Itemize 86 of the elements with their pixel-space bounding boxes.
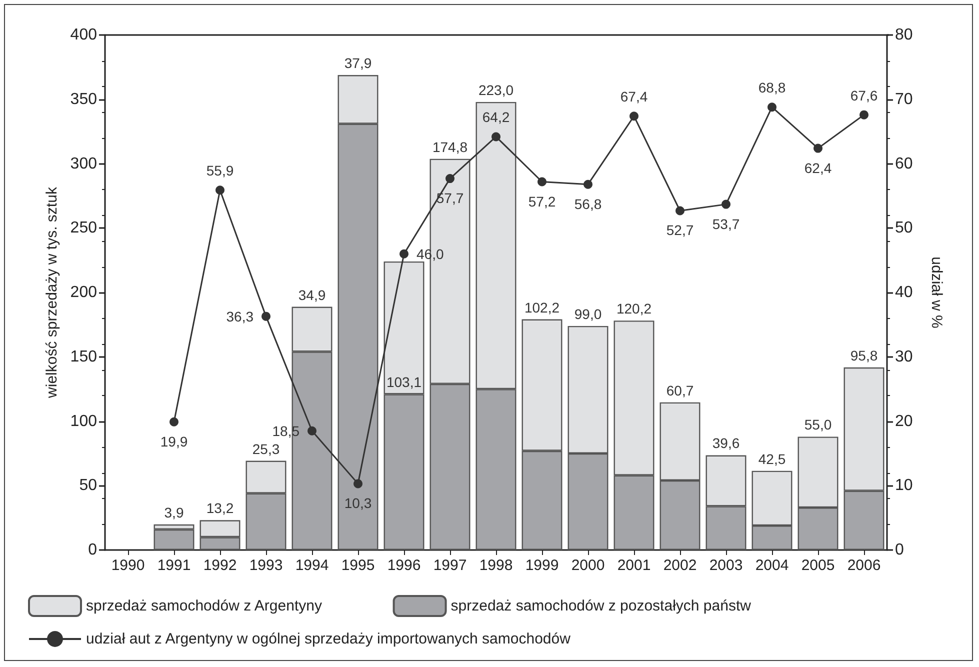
point — [584, 180, 592, 189]
x-tick-label: 1999 — [525, 557, 559, 574]
point — [768, 102, 776, 112]
legend-label: sprzedaż samochodów z Argentyny — [86, 598, 322, 614]
data-label: 103,1 — [386, 374, 422, 390]
x-tick-label: 2005 — [801, 557, 835, 574]
y2-axis-title: udział w % — [928, 256, 945, 328]
point — [400, 249, 408, 258]
data-label: 68,8 — [758, 80, 786, 96]
data-label: 57,2 — [528, 193, 556, 210]
data-label: 95,8 — [850, 347, 878, 364]
point — [216, 186, 224, 195]
x-tick-label: 2003 — [709, 557, 743, 574]
legend-label: udział aut z Argentyny w ogólnej sprzedaży importowanych samochodów — [86, 630, 571, 648]
x-tick-label: 1995 — [341, 557, 375, 574]
data-label: 64,2 — [482, 109, 510, 126]
data-label: 174,8 — [432, 138, 468, 155]
data-label: 53,7 — [712, 216, 740, 232]
y2-tick-label: 10 — [895, 477, 913, 494]
y2-tick-label: 70 — [895, 90, 913, 108]
y-tick-label: 0 — [88, 542, 98, 558]
point — [308, 426, 316, 436]
y-tick-label: 400 — [70, 26, 98, 44]
data-label: 55,9 — [206, 162, 234, 179]
y2-tick-label: 20 — [895, 412, 913, 430]
point — [170, 417, 178, 426]
x-tick-label: 2004 — [755, 557, 789, 574]
y-tick-label: 250 — [70, 220, 98, 237]
x-tick-label: 2006 — [847, 557, 881, 574]
point — [814, 144, 822, 153]
data-label: 55,0 — [804, 416, 832, 433]
y-tick-label: 350 — [70, 90, 98, 108]
y2-tick-label: 80 — [895, 26, 913, 44]
y-axis-title: wielkość sprzedaży w tys. sztuk — [43, 186, 60, 399]
y-tick-label: 150 — [70, 348, 98, 366]
data-label: 10,3 — [344, 495, 372, 512]
data-label: 36,3 — [226, 308, 254, 324]
point — [630, 112, 638, 121]
point — [492, 132, 500, 142]
x-tick-label: 2001 — [617, 557, 651, 574]
point — [538, 177, 546, 186]
y2-tick-label: 60 — [895, 155, 913, 172]
point — [262, 312, 270, 321]
data-label: 67,6 — [850, 87, 878, 104]
data-label: 25,3 — [252, 440, 280, 457]
y-tick-label: 300 — [70, 155, 98, 172]
data-label: 56,8 — [574, 196, 602, 212]
x-tick-label: 1993 — [249, 557, 283, 574]
data-label: 52,7 — [666, 222, 694, 238]
point — [676, 206, 684, 216]
data-label: 34,9 — [298, 286, 326, 303]
x-tick-label: 1994 — [295, 557, 329, 574]
data-label: 37,9 — [344, 55, 372, 72]
data-label: 102,2 — [524, 299, 560, 316]
data-label: 19,9 — [160, 433, 188, 450]
x-tick-label: 1990 — [111, 557, 145, 574]
y2-tick-label: 40 — [895, 284, 913, 301]
x-tick-label: 1997 — [433, 557, 467, 574]
y2-tick-label: 50 — [895, 220, 913, 237]
x-tick-label: 2000 — [571, 557, 605, 574]
data-label: 67,4 — [620, 88, 648, 105]
data-label: 39,6 — [712, 435, 740, 452]
y2-tick-label: 30 — [895, 348, 913, 366]
x-tick-label: 1998 — [479, 557, 513, 574]
y-tick-label: 200 — [70, 284, 98, 301]
data-label: 99,0 — [574, 306, 602, 322]
y2-tick-label: 0 — [895, 542, 904, 558]
point — [354, 479, 362, 488]
y-tick-label: 50 — [79, 477, 98, 494]
data-label: 60,7 — [666, 382, 694, 398]
data-label: 62,4 — [804, 160, 832, 176]
x-tick-label: 1996 — [387, 557, 421, 574]
x-tick-label: 2002 — [663, 557, 697, 574]
data-label: 3,9 — [164, 504, 184, 520]
point — [722, 200, 730, 209]
data-label: 223,0 — [478, 82, 514, 98]
x-tick-label: 1991 — [157, 557, 191, 574]
y-tick-label: 100 — [70, 412, 98, 430]
data-label: 42,5 — [758, 450, 786, 467]
x-tick-label: 1992 — [203, 557, 237, 574]
data-label: 57,7 — [436, 190, 464, 206]
point — [860, 110, 868, 120]
data-label: 13,2 — [206, 500, 234, 516]
legend-label: sprzedaż samochodów z pozostałych państw — [450, 598, 752, 614]
point — [446, 174, 454, 184]
data-label: 120,2 — [616, 300, 652, 317]
